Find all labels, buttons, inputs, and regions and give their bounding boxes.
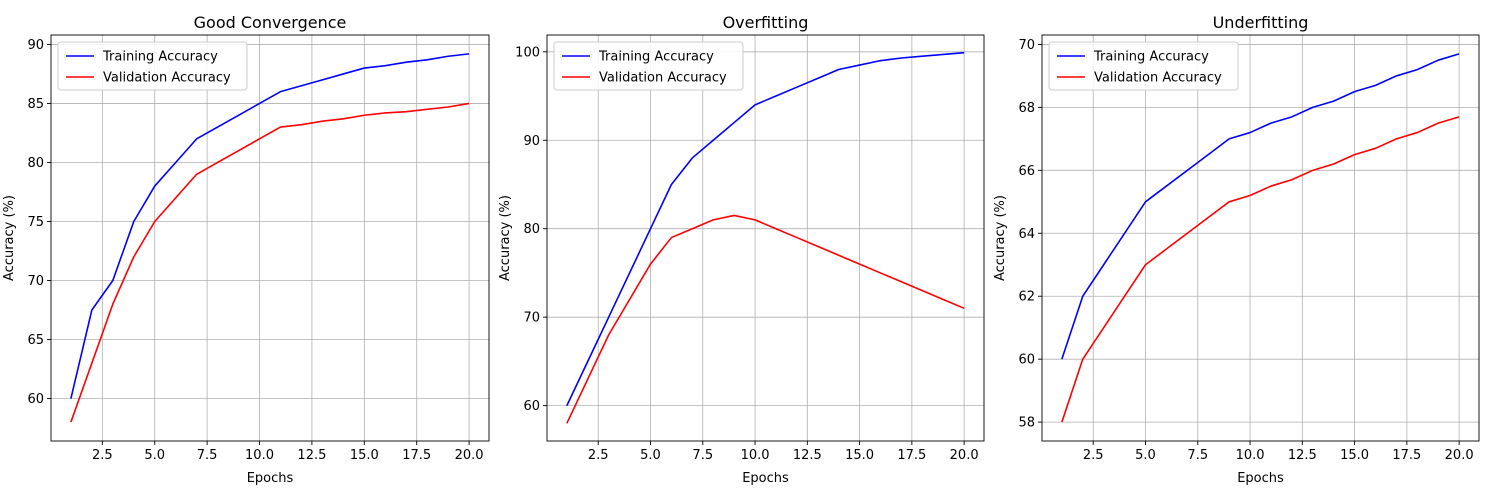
chart-title: Underfitting [1213,13,1309,32]
plot-frame [50,34,490,442]
y-axis-label: Accuracy (%) [993,195,1008,281]
legend-box [1048,41,1239,91]
x-tick-label: 12.5 [1288,448,1317,463]
x-tick-label: 20.0 [950,448,979,463]
x-tick-label: 12.5 [297,448,326,463]
x-tick-label: 17.5 [1392,448,1421,463]
y-tick-label: 60 [523,399,540,414]
y-tick-label: 64 [1018,227,1035,242]
y-tick-label: 100 [515,45,540,60]
plot-frame [1041,34,1480,442]
plot-frame [546,34,985,442]
legend-box [57,41,248,91]
legend-label: Validation Accuracy [1094,71,1222,86]
series-line-validation-accuracy [1061,116,1460,423]
series-line-training-accuracy [70,53,470,399]
series-line-validation-accuracy [70,102,470,423]
y-tick-label: 60 [1018,353,1035,368]
chart-panel-2: 2.5 5.0 7.5 10.0 12.5 15.0 17.5 20.0 60 70 80 90 100… [498,13,985,486]
y-tick-label: 70 [27,274,44,289]
y-tick-label: 66 [1018,164,1035,179]
x-tick-label: 20.0 [455,448,484,463]
legend-label: Validation Accuracy [103,71,231,86]
y-axis-label: Accuracy (%) [498,195,513,281]
x-axis-label: Epochs [742,471,789,486]
x-tick-label: 15.0 [1340,448,1369,463]
x-tick-label: 10.0 [1236,448,1265,463]
x-tick-label: 17.5 [402,448,431,463]
x-axis-label: Epochs [1237,471,1284,486]
x-tick-label: 12.5 [793,448,822,463]
y-tick-label: 60 [27,392,44,407]
y-tick-label: 65 [27,333,44,348]
legend-label: Training Accuracy [1093,50,1209,65]
chart-panel-1: 2.5 5.0 7.5 10.0 12.5 15.0 17.5 20.0 60 65 70 75 80 8… [2,13,490,486]
y-tick-label: 90 [27,38,44,53]
x-axis-label: Epochs [247,471,294,486]
y-tick-label: 85 [27,97,44,112]
chart-title: Overfitting [723,13,809,32]
x-tick-label: 20.0 [1445,448,1474,463]
y-tick-label: 70 [523,311,540,326]
x-tick-label: 7.5 [197,448,218,463]
legend: Training Accuracy Validation Accuracy [553,41,744,91]
x-tick-label: 15.0 [845,448,874,463]
chart-panel-3: 2.5 5.0 7.5 10.0 12.5 15.0 17.5 20.0 58 60 62 64 66 6… [993,13,1480,486]
x-tick-label: 15.0 [350,448,379,463]
series-line-training-accuracy [1061,53,1460,360]
legend-label: Training Accuracy [102,50,218,65]
y-tick-label: 80 [27,156,44,171]
y-tick-label: 68 [1018,101,1035,116]
y-axis-label: Accuracy (%) [2,195,17,281]
x-tick-label: 2.5 [1083,448,1104,463]
series-line-training-accuracy [566,51,965,406]
legend-label: Validation Accuracy [599,71,727,86]
y-tick-label: 62 [1018,290,1035,305]
x-tick-label: 10.0 [245,448,274,463]
chart-title: Good Convergence [194,13,347,32]
x-tick-label: 2.5 [92,448,113,463]
x-tick-label: 2.5 [588,448,609,463]
legend-box [553,41,744,91]
x-tick-label: 5.0 [640,448,661,463]
y-tick-label: 90 [523,134,540,149]
y-tick-label: 58 [1018,416,1035,431]
legend-label: Training Accuracy [598,50,714,65]
x-tick-label: 7.5 [692,448,713,463]
legend: Training Accuracy Validation Accuracy [1048,41,1239,91]
x-tick-label: 5.0 [144,448,165,463]
series-line-validation-accuracy [566,214,965,424]
legend: Training Accuracy Validation Accuracy [57,41,248,91]
x-tick-label: 17.5 [897,448,926,463]
x-tick-label: 5.0 [1135,448,1156,463]
x-tick-label: 7.5 [1187,448,1208,463]
y-tick-label: 80 [523,222,540,237]
y-tick-label: 70 [1018,38,1035,53]
y-tick-label: 75 [27,215,44,230]
x-tick-label: 10.0 [741,448,770,463]
